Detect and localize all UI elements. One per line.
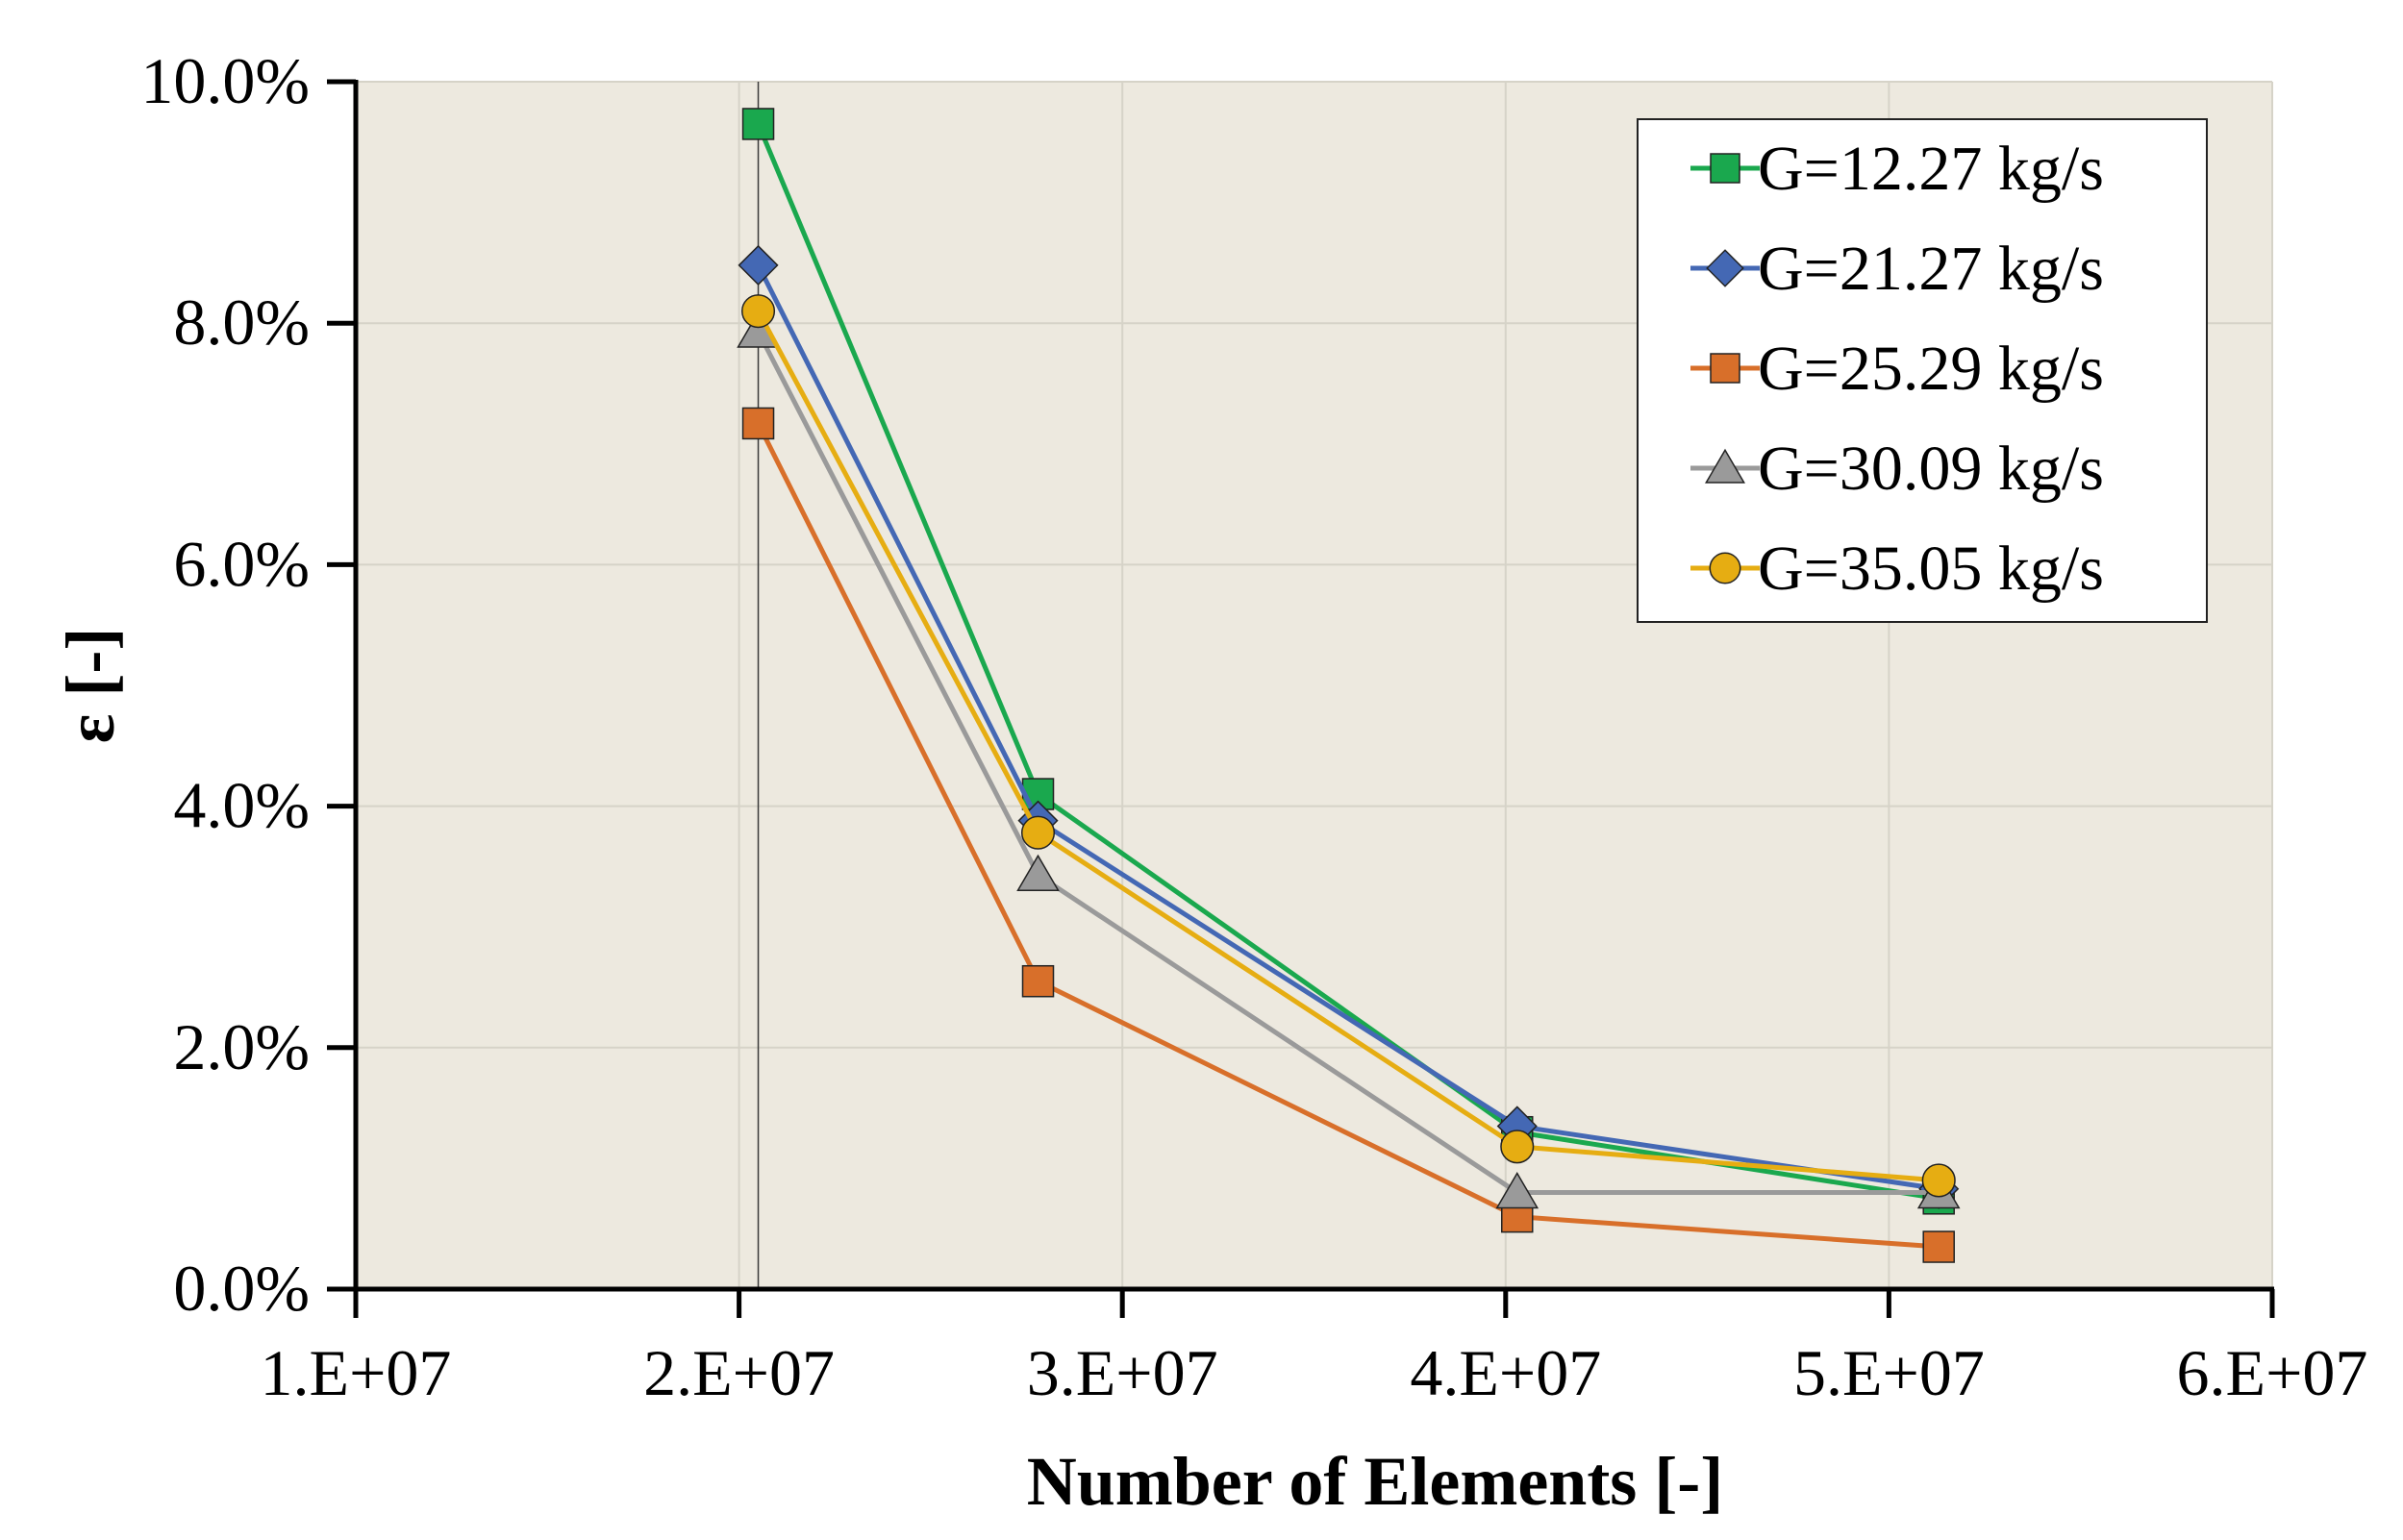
legend-item: G=21.27 kg/s bbox=[1690, 234, 2104, 304]
legend-item: G=30.09 kg/s bbox=[1690, 434, 2104, 504]
series-line bbox=[756, 422, 1940, 1250]
x-axis-title: Number of Elements [-] bbox=[1027, 1443, 1724, 1520]
data-point bbox=[1016, 854, 1060, 891]
data-point bbox=[738, 244, 779, 286]
legend-label: G=25.29 kg/s bbox=[1758, 334, 2104, 404]
data-point bbox=[741, 108, 775, 140]
x-tick-label: 1.E+07 bbox=[261, 1336, 452, 1409]
legend: G=12.27 kg/s G=21.27 kg/s G=25.29 kg/s G=30… bbox=[1637, 118, 2208, 623]
legend-label: G=12.27 kg/s bbox=[1758, 134, 2104, 204]
data-point bbox=[741, 407, 775, 440]
legend-marker bbox=[1710, 353, 1740, 384]
data-point bbox=[1922, 1230, 1955, 1263]
data-point bbox=[1495, 1172, 1539, 1209]
y-axis-ticks: 0.0% 2.0% 4.0% 6.0% 8.0% 10.0% bbox=[140, 44, 356, 1325]
data-point bbox=[1500, 1130, 1535, 1164]
x-tick-label: 3.E+07 bbox=[1027, 1336, 1218, 1409]
data-point bbox=[1020, 815, 1056, 850]
series-5 bbox=[740, 294, 1956, 1198]
legend-item: G=25.29 kg/s bbox=[1690, 334, 2104, 404]
y-tick-label: 2.0% bbox=[173, 1010, 310, 1083]
legend-marker bbox=[1705, 448, 1745, 484]
series-line bbox=[756, 263, 1940, 1192]
y-tick-label: 4.0% bbox=[173, 769, 310, 842]
x-axis-ticks: 1.E+07 2.E+07 3.E+07 4.E+07 5.E+07 6.E+07 bbox=[261, 1289, 2368, 1409]
series-layer bbox=[737, 108, 1961, 1263]
data-point bbox=[1021, 964, 1055, 998]
y-tick-label: 0.0% bbox=[173, 1252, 310, 1325]
series-line bbox=[756, 310, 1940, 1183]
legend-item: G=12.27 kg/s bbox=[1690, 134, 2104, 204]
y-axis-title: ε [-] bbox=[52, 628, 129, 744]
x-tick-label: 5.E+07 bbox=[1793, 1336, 1985, 1409]
y-tick-label: 8.0% bbox=[173, 286, 310, 359]
legend-marker bbox=[1709, 552, 1741, 584]
data-point bbox=[740, 294, 776, 329]
legend-label: G=35.05 kg/s bbox=[1758, 534, 2104, 604]
gridlines bbox=[356, 81, 2273, 1289]
x-tick-label: 4.E+07 bbox=[1410, 1336, 1601, 1409]
legend-marker bbox=[1710, 153, 1740, 184]
x-tick-label: 6.E+07 bbox=[2177, 1336, 2368, 1409]
legend-marker bbox=[1706, 249, 1744, 287]
legend-label: G=21.27 kg/s bbox=[1758, 234, 2104, 304]
x-tick-label: 2.E+07 bbox=[643, 1336, 835, 1409]
series-line bbox=[756, 330, 1940, 1196]
legend-item: G=35.05 kg/s bbox=[1690, 534, 2104, 604]
data-point bbox=[1921, 1163, 1956, 1198]
y-tick-label: 6.0% bbox=[173, 527, 310, 600]
y-tick-label: 10.0% bbox=[140, 44, 310, 117]
legend-label: G=30.09 kg/s bbox=[1758, 434, 2104, 504]
axes bbox=[353, 80, 2274, 1292]
